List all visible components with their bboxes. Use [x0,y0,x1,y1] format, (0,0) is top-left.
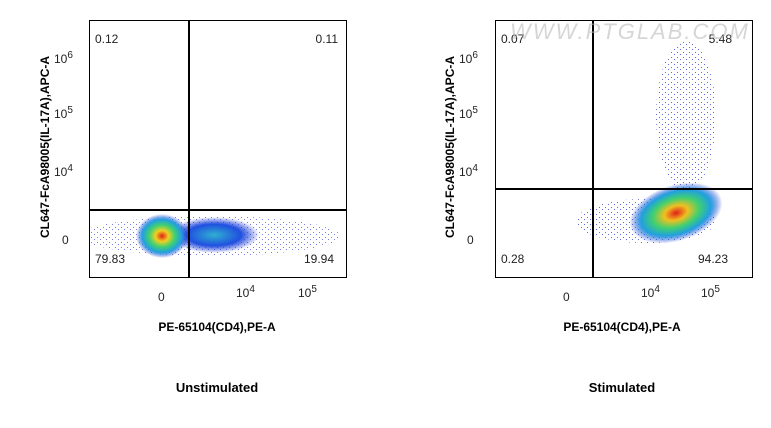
y-tick-1e5: 105 [459,105,478,121]
horizontal-gate[interactable] [90,209,346,211]
x-tick-1e5: 105 [701,284,720,300]
x-axis-label: PE-65104(CD4),PE-A [563,320,681,334]
x-tick-1e4: 104 [236,284,255,300]
x-tick-0: 0 [563,290,570,304]
horizontal-gate[interactable] [496,188,752,190]
scatter-plot-stimulated: 0.07 5.48 0.28 94.23 WWW.PTGLAB.COM [495,20,753,278]
quadrant-top-left: 0.07 [501,32,525,46]
watermark: WWW.PTGLAB.COM [510,20,750,44]
quadrant-bottom-right: 94.23 [697,252,728,266]
vertical-gate[interactable] [592,21,594,277]
x-axis-label: PE-65104(CD4),PE-A [158,320,276,334]
quadrant-bottom-right: 19.94 [303,252,334,266]
quadrant-top-right: 5.48 [708,32,732,46]
quadrant-bottom-left: 79.83 [95,252,126,266]
x-tick-1e4: 104 [641,284,660,300]
panel-caption: Stimulated [588,380,656,395]
y-tick-0: 0 [467,233,474,247]
quadrant-top-left: 0.12 [95,32,119,46]
y-tick-1e6: 106 [459,50,478,66]
density-scatter [90,214,340,258]
density-scatter [576,41,723,244]
y-tick-1e4: 104 [54,163,73,179]
quadrant-top-right: 0.11 [315,32,338,46]
y-tick-0: 0 [62,233,69,247]
scatter-plot-unstimulated: 0.12 0.11 79.83 19.94 [89,20,347,278]
vertical-gate[interactable] [188,21,190,277]
y-tick-1e6: 106 [54,50,73,66]
panel-caption: Unstimulated [175,380,259,395]
y-axis-label: CL647-FcA98005(IL-17A),APC-A [443,55,457,239]
panel-unstimulated: CL647-FcA98005(IL-17A),APC-A 106 105 104… [0,0,385,428]
y-tick-1e5: 105 [54,105,73,121]
quadrant-bottom-left: 0.28 [501,252,525,266]
panel-stimulated: CL647-FcA98005(IL-17A),APC-A 106 105 104… [385,0,770,428]
y-axis-label: CL647-FcA98005(IL-17A),APC-A [38,55,52,239]
y-tick-1e4: 104 [459,163,478,179]
x-tick-1e5: 105 [298,284,317,300]
x-tick-0: 0 [158,290,165,304]
